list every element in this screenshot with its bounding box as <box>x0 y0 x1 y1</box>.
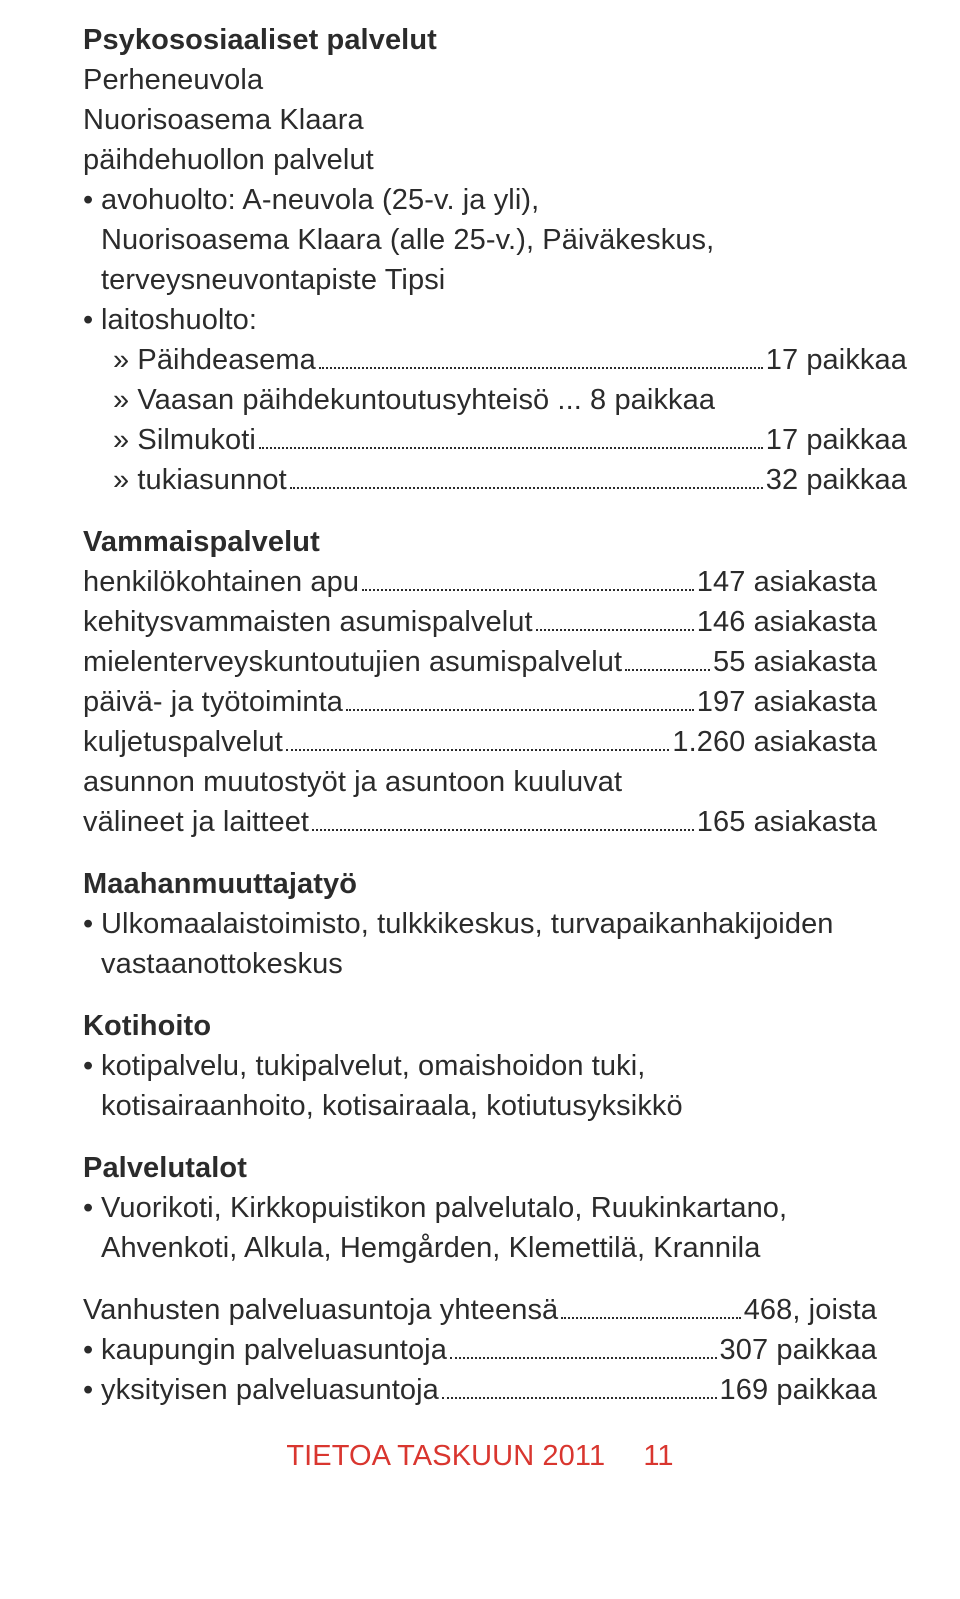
vammais-row-4: päivä- ja työtoiminta197 asiakasta <box>83 682 877 722</box>
section-psyko-title: Psykososiaaliset palvelut <box>83 20 877 60</box>
psyko-c4l: » tukiasunnot <box>113 460 287 500</box>
bullet-icon: • <box>83 180 101 220</box>
section-vammais-title: Vammaispalvelut <box>83 522 877 562</box>
psyko-c3l: » Silmukoti <box>113 420 256 460</box>
footer-page: 11 <box>643 1436 673 1476</box>
psyko-c4r: 32 paikkaa <box>766 460 907 500</box>
koti-bullet-b: kotisairaanhoito, kotisairaala, kotiutus… <box>83 1086 877 1126</box>
psyko-b2: laitoshuolto: <box>101 300 877 340</box>
psyko-c3r: 17 paikkaa <box>766 420 907 460</box>
vanhus-row-2: • kaupungin palveluasuntoja307 paikkaa <box>83 1330 877 1370</box>
dotted-leader <box>319 345 763 369</box>
footer-text: TIETOA TASKUUN 2011 <box>286 1440 605 1472</box>
bullet-icon: • <box>83 1330 101 1370</box>
psyko-bullet-2: • laitoshuolto: <box>83 300 877 340</box>
bullet-icon: • <box>83 904 101 944</box>
section-koti-title: Kotihoito <box>83 1006 877 1046</box>
page-content: Psykososiaaliset palvelut Perheneuvola N… <box>0 0 960 1476</box>
maahan-bullet: • Ulkomaalaistoimisto, tulkkikeskus, tur… <box>83 904 877 944</box>
section-maahan-title: Maahanmuuttajatyö <box>83 864 877 904</box>
psyko-bullet-1: • avohuolto: A-neuvola (25-v. ja yli), <box>83 180 877 220</box>
palvelu-bullet: • Vuorikoti, Kirkkopuistikon palvelutalo… <box>83 1188 877 1228</box>
bullet-icon: • <box>83 1188 101 1228</box>
psyko-b1a: avohuolto: A-neuvola (25-v. ja yli), <box>101 180 877 220</box>
psyko-c1r: 17 paikkaa <box>766 340 907 380</box>
vanhus-row-3: • yksityisen palveluasuntoja169 paikkaa <box>83 1370 877 1410</box>
psyko-caret-3: » Silmukoti 17 paikkaa <box>83 420 907 460</box>
maahan-bullet-b: vastaanottokeskus <box>83 944 877 984</box>
psyko-line-2: Nuorisoasema Klaara <box>83 100 877 140</box>
bullet-icon: • <box>83 1046 101 1086</box>
vammais-row-1: henkilökohtainen apu147 asiakasta <box>83 562 877 602</box>
dotted-leader <box>290 465 763 489</box>
vammais-row-5: kuljetuspalvelut1.260 asiakasta <box>83 722 877 762</box>
psyko-c2l: » Vaasan päihdekuntoutusyhteisö ... 8 pa… <box>113 384 715 416</box>
psyko-line-3: päihdehuollon palvelut <box>83 140 877 180</box>
vammais-row-6a: asunnon muutostyöt ja asuntoon kuuluvat <box>83 762 877 802</box>
vanhus-row-1: Vanhusten palveluasuntoja yhteensä468, j… <box>83 1290 877 1330</box>
psyko-bullet-1b: Nuorisoasema Klaara (alle 25-v.), Päiväk… <box>83 220 877 260</box>
palvelu-bullet-b: Ahvenkoti, Alkula, Hemgården, Klemettilä… <box>83 1228 877 1268</box>
vammais-row-6: välineet ja laitteet165 asiakasta <box>83 802 877 842</box>
koti-bullet: • kotipalvelu, tukipalvelut, omaishoidon… <box>83 1046 877 1086</box>
psyko-caret-4: » tukiasunnot 32 paikkaa <box>83 460 907 500</box>
psyko-line-1: Perheneuvola <box>83 60 877 100</box>
section-palvelu-title: Palvelutalot <box>83 1148 877 1188</box>
psyko-bullet-1c: terveysneuvontapiste Tipsi <box>83 260 877 300</box>
psyko-b1b: Nuorisoasema Klaara (alle 25-v.), Päiväk… <box>101 220 877 260</box>
psyko-c1l: » Päihdeasema <box>113 340 316 380</box>
psyko-caret-2: » Vaasan päihdekuntoutusyhteisö ... 8 pa… <box>83 380 877 420</box>
vammais-row-3: mielenterveyskuntoutujien asumispalvelut… <box>83 642 877 682</box>
page-footer: TIETOA TASKUUN 2011 11 <box>83 1436 877 1476</box>
bullet-icon: • <box>83 300 101 340</box>
bullet-icon: • <box>83 1370 101 1410</box>
vammais-row-2: kehitysvammaisten asumispalvelut146 asia… <box>83 602 877 642</box>
psyko-caret-1: » Päihdeasema 17 paikkaa <box>83 340 907 380</box>
psyko-b1c: terveysneuvontapiste Tipsi <box>101 260 877 300</box>
dotted-leader <box>259 425 763 449</box>
